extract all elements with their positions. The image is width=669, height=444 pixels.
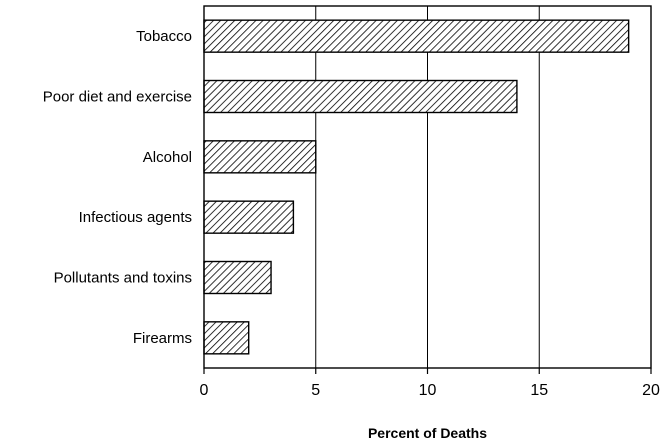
- bar: [203, 200, 295, 234]
- category-label: Pollutants and toxins: [54, 270, 192, 287]
- x-tick-label: 20: [642, 382, 660, 399]
- x-axis-ticks: 0 5 10 15 20: [200, 368, 660, 399]
- x-tick-label: 0: [200, 382, 209, 399]
- category-label: Tobacco: [136, 28, 192, 45]
- bar: [203, 260, 272, 295]
- bars: [203, 19, 630, 355]
- bar: [203, 321, 250, 355]
- x-tick-label: 10: [419, 382, 437, 399]
- bar: [203, 19, 630, 53]
- category-labels: Tobacco Poor diet and exercise Alcohol Infe…: [43, 28, 192, 347]
- category-label: Alcohol: [143, 149, 192, 166]
- x-axis-title: Percent of Deaths: [368, 425, 487, 441]
- gridlines: [315, 6, 540, 368]
- x-tick-label: 15: [530, 382, 548, 399]
- x-tick-label: 5: [311, 382, 320, 399]
- category-label: Infectious agents: [79, 209, 192, 226]
- bar: [203, 79, 518, 114]
- bar: [203, 140, 317, 174]
- category-label: Firearms: [133, 330, 192, 347]
- category-label: Poor diet and exercise: [43, 89, 192, 106]
